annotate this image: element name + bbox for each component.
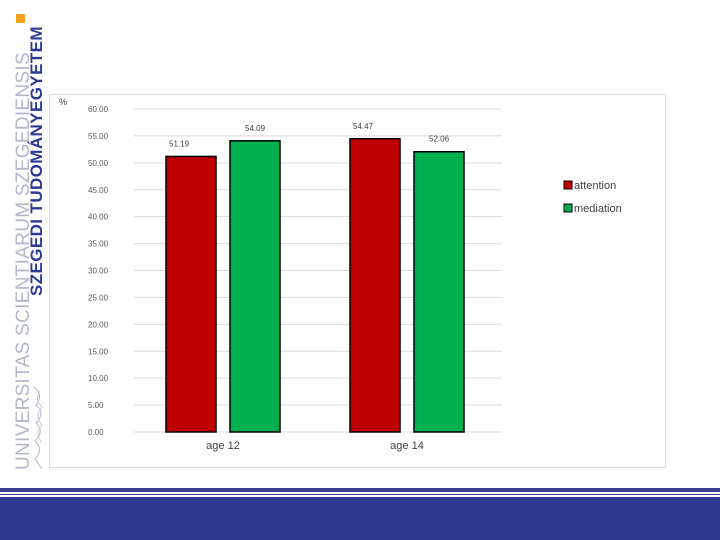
y-tick-label: 50.00: [88, 159, 109, 168]
legend-swatch-mediation: [563, 203, 573, 213]
bar-mediation: [229, 140, 281, 433]
legend-label: mediation: [574, 203, 622, 215]
y-axis-label: %: [59, 97, 67, 107]
y-tick-label: 30.00: [88, 267, 109, 276]
y-tick-label: 20.00: [88, 320, 109, 329]
bar-mediation: [413, 150, 465, 433]
x-tick-label: age 12: [206, 440, 240, 452]
y-tick-label: 0.00: [88, 428, 104, 437]
bar-attention: [349, 138, 401, 433]
chart-frame: % 0.00 5.00 10.00 15.00 20.00 25.00 30.00 35.00 4…: [49, 94, 666, 468]
bar-attention: [165, 155, 217, 433]
data-label: 54.09: [245, 124, 266, 133]
y-tick-label: 55.00: [88, 132, 109, 141]
legend-label: attention: [574, 180, 616, 192]
bar-chart: % 0.00 5.00 10.00 15.00 20.00 25.00 30.00 35.00 4…: [59, 97, 622, 452]
data-label: 51.19: [169, 139, 190, 148]
y-tick-label: 5.00: [88, 401, 104, 410]
y-tick-label: 45.00: [88, 186, 109, 195]
y-tick-label: 15.00: [88, 347, 109, 356]
footer-line: [0, 488, 720, 492]
data-label: 54.47: [353, 122, 374, 131]
x-tick-label: age 14: [390, 440, 424, 452]
footer-bar: [0, 497, 720, 540]
y-tick-label: 35.00: [88, 240, 109, 249]
data-label: 52.06: [429, 135, 450, 144]
y-tick-label: 60.00: [88, 105, 109, 114]
footer-line-thin: [0, 494, 720, 495]
y-tick-label: 40.00: [88, 213, 109, 222]
y-tick-label: 25.00: [88, 293, 109, 302]
university-seal-icon: [33, 386, 43, 470]
legend-swatch-attention: [563, 180, 573, 190]
y-tick-label: 10.00: [88, 374, 109, 383]
logo-accent-square: [16, 14, 25, 23]
